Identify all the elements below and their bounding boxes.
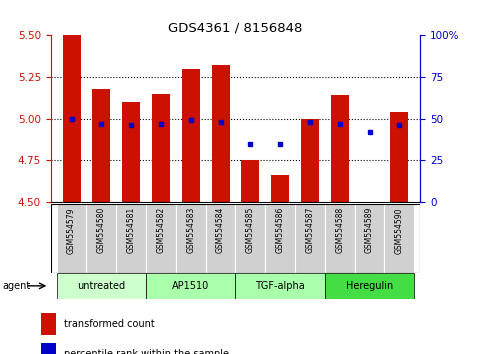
Text: AP1510: AP1510 xyxy=(172,281,210,291)
Bar xyxy=(271,175,289,202)
Text: GSM554590: GSM554590 xyxy=(395,207,404,253)
Bar xyxy=(146,204,176,273)
Text: Heregulin: Heregulin xyxy=(346,281,393,291)
Bar xyxy=(86,204,116,273)
Text: GSM554589: GSM554589 xyxy=(365,207,374,253)
Bar xyxy=(384,204,414,273)
Bar xyxy=(176,204,206,273)
Text: GSM554583: GSM554583 xyxy=(186,207,195,253)
Bar xyxy=(116,204,146,273)
Text: untreated: untreated xyxy=(77,281,126,291)
Bar xyxy=(212,65,229,202)
Bar xyxy=(57,204,86,273)
Bar xyxy=(301,119,319,202)
Bar xyxy=(236,204,265,273)
Text: agent: agent xyxy=(2,281,30,291)
Text: GSM554585: GSM554585 xyxy=(246,207,255,253)
Bar xyxy=(92,88,110,202)
Text: GSM554586: GSM554586 xyxy=(276,207,284,253)
Text: GSM554579: GSM554579 xyxy=(67,207,76,253)
Bar xyxy=(325,273,414,299)
Text: GSM554580: GSM554580 xyxy=(97,207,106,253)
Bar xyxy=(152,93,170,202)
Bar xyxy=(122,102,140,202)
Text: GSM554581: GSM554581 xyxy=(127,207,136,253)
Bar xyxy=(265,204,295,273)
Bar xyxy=(242,160,259,202)
Bar xyxy=(325,204,355,273)
Bar xyxy=(236,273,325,299)
Bar xyxy=(355,204,384,273)
Bar xyxy=(206,204,236,273)
Title: GDS4361 / 8156848: GDS4361 / 8156848 xyxy=(168,21,303,34)
Text: GSM554587: GSM554587 xyxy=(305,207,314,253)
Bar xyxy=(295,204,325,273)
Text: transformed count: transformed count xyxy=(64,319,155,329)
Bar xyxy=(390,112,408,202)
Text: TGF-alpha: TGF-alpha xyxy=(256,281,305,291)
Bar xyxy=(57,273,146,299)
Text: GSM554582: GSM554582 xyxy=(156,207,166,253)
Bar xyxy=(331,95,349,202)
Bar xyxy=(63,35,81,202)
Bar xyxy=(182,69,199,202)
Text: percentile rank within the sample: percentile rank within the sample xyxy=(64,349,229,354)
Bar xyxy=(146,273,236,299)
Text: GSM554584: GSM554584 xyxy=(216,207,225,253)
Bar xyxy=(41,313,56,335)
Bar xyxy=(41,343,56,354)
Text: GSM554588: GSM554588 xyxy=(335,207,344,253)
